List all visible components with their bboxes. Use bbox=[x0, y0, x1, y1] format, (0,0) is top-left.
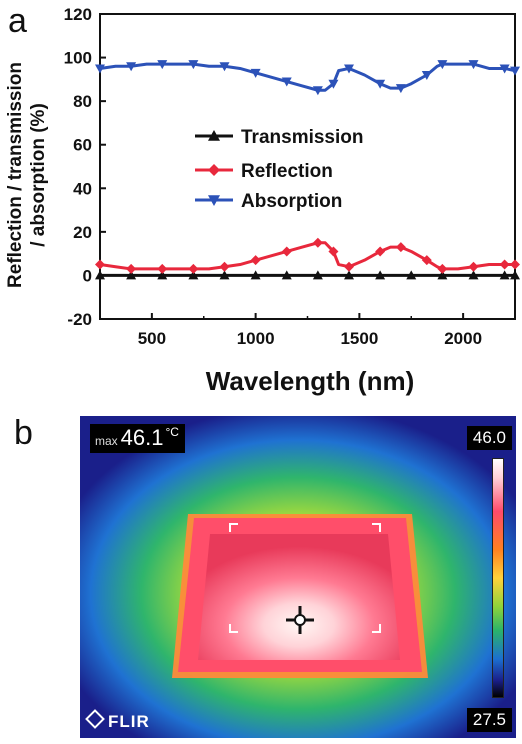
thermal-map bbox=[80, 416, 516, 738]
y-axis-title-line2: / absorption (%) bbox=[28, 103, 49, 247]
panel-label-b: b bbox=[14, 414, 33, 452]
scale-min-value: 27.5 bbox=[466, 708, 512, 732]
data-point bbox=[510, 270, 520, 280]
temperature-colorbar bbox=[492, 458, 504, 698]
thermal-image: max 46.1 °C 46.0 27.5 FLIR bbox=[80, 416, 516, 738]
x-axis-title: Wavelength (nm) bbox=[206, 366, 414, 396]
legend-marker bbox=[208, 195, 220, 206]
data-point bbox=[312, 86, 323, 96]
scale-max-value: 46.0 bbox=[466, 426, 512, 450]
data-point bbox=[499, 64, 510, 74]
series-reflection bbox=[95, 237, 520, 274]
data-point bbox=[126, 270, 137, 280]
chart-axes: -20 0 20 40 60 80 100 120 500 1000 1500 2000 bbox=[64, 5, 516, 348]
y-tick-label: -20 bbox=[67, 310, 92, 329]
legend-label: Absorption bbox=[241, 191, 342, 212]
data-point bbox=[468, 60, 479, 70]
legend-label: Transmission bbox=[241, 127, 364, 148]
data-point bbox=[95, 270, 105, 280]
max-value: 46.1 bbox=[120, 425, 164, 450]
data-point bbox=[437, 60, 448, 70]
data-point bbox=[157, 270, 168, 280]
x-tick-label: 500 bbox=[138, 329, 166, 348]
legend-marker bbox=[208, 130, 220, 141]
data-point bbox=[312, 237, 323, 248]
legend-label: Reflection bbox=[241, 161, 333, 182]
data-point bbox=[219, 261, 230, 272]
data-point bbox=[437, 270, 448, 280]
data-point bbox=[250, 270, 261, 280]
frame-corner-icon bbox=[229, 523, 381, 633]
data-point bbox=[188, 270, 199, 280]
data-point bbox=[344, 270, 354, 280]
y-tick-label: 60 bbox=[73, 136, 92, 155]
data-point bbox=[250, 255, 261, 266]
data-point bbox=[250, 68, 261, 78]
data-point bbox=[375, 79, 386, 89]
x-tick-label: 1500 bbox=[340, 329, 378, 348]
brand-name: FLIR bbox=[108, 712, 150, 731]
brand-logo: FLIR bbox=[85, 709, 150, 732]
data-point bbox=[499, 259, 510, 270]
data-point bbox=[188, 263, 199, 274]
y-tick-label: 0 bbox=[83, 266, 92, 285]
max-label: max bbox=[95, 434, 118, 448]
data-point bbox=[157, 60, 168, 70]
data-point bbox=[126, 263, 137, 274]
series-absorption bbox=[95, 60, 520, 96]
data-point bbox=[219, 270, 230, 280]
data-point bbox=[468, 261, 479, 272]
y-tick-label: 100 bbox=[64, 49, 92, 68]
data-point bbox=[468, 270, 479, 280]
data-point bbox=[281, 77, 292, 87]
data-point bbox=[510, 259, 520, 270]
crosshair-icon bbox=[286, 606, 314, 634]
panel-label-a: a bbox=[8, 2, 27, 40]
data-point bbox=[95, 64, 105, 74]
data-point bbox=[421, 255, 432, 266]
data-point bbox=[312, 270, 323, 280]
y-axis-title-line1: Reflection / transmission bbox=[5, 62, 26, 288]
temperature-unit: °C bbox=[165, 425, 179, 439]
data-point bbox=[281, 270, 292, 280]
data-point bbox=[437, 263, 448, 274]
data-point bbox=[395, 242, 406, 253]
data-point bbox=[188, 60, 199, 70]
spectra-chart: -20 0 20 40 60 80 100 120 500 1000 1500 2000 Transm… bbox=[5, 5, 520, 396]
max-temperature-readout: max 46.1 °C bbox=[90, 424, 185, 453]
legend-marker bbox=[208, 164, 220, 176]
data-point bbox=[281, 246, 292, 257]
data-point bbox=[395, 84, 406, 94]
y-tick-label: 80 bbox=[73, 92, 92, 111]
data-point bbox=[328, 79, 339, 89]
data-point bbox=[375, 246, 386, 257]
data-point bbox=[406, 270, 417, 280]
data-point bbox=[375, 270, 386, 280]
data-point bbox=[421, 71, 432, 80]
data-point bbox=[499, 270, 510, 280]
data-point bbox=[126, 62, 137, 72]
data-point bbox=[95, 259, 105, 270]
x-tick-label: 2000 bbox=[444, 329, 482, 348]
data-point bbox=[344, 64, 354, 74]
flir-diamond-icon bbox=[85, 709, 105, 729]
y-tick-label: 120 bbox=[64, 5, 92, 24]
series-transmission bbox=[95, 270, 520, 280]
chart-series bbox=[95, 60, 520, 280]
data-point bbox=[157, 263, 168, 274]
data-point bbox=[344, 261, 354, 272]
y-tick-label: 20 bbox=[73, 223, 92, 242]
data-point bbox=[219, 62, 230, 72]
data-point bbox=[328, 246, 339, 257]
chart-legend: Transmission Reflection Absorption bbox=[195, 127, 364, 212]
sample-hot-area bbox=[198, 534, 400, 660]
y-tick-label: 40 bbox=[73, 179, 92, 198]
data-point bbox=[510, 66, 520, 76]
x-tick-label: 1000 bbox=[237, 329, 275, 348]
